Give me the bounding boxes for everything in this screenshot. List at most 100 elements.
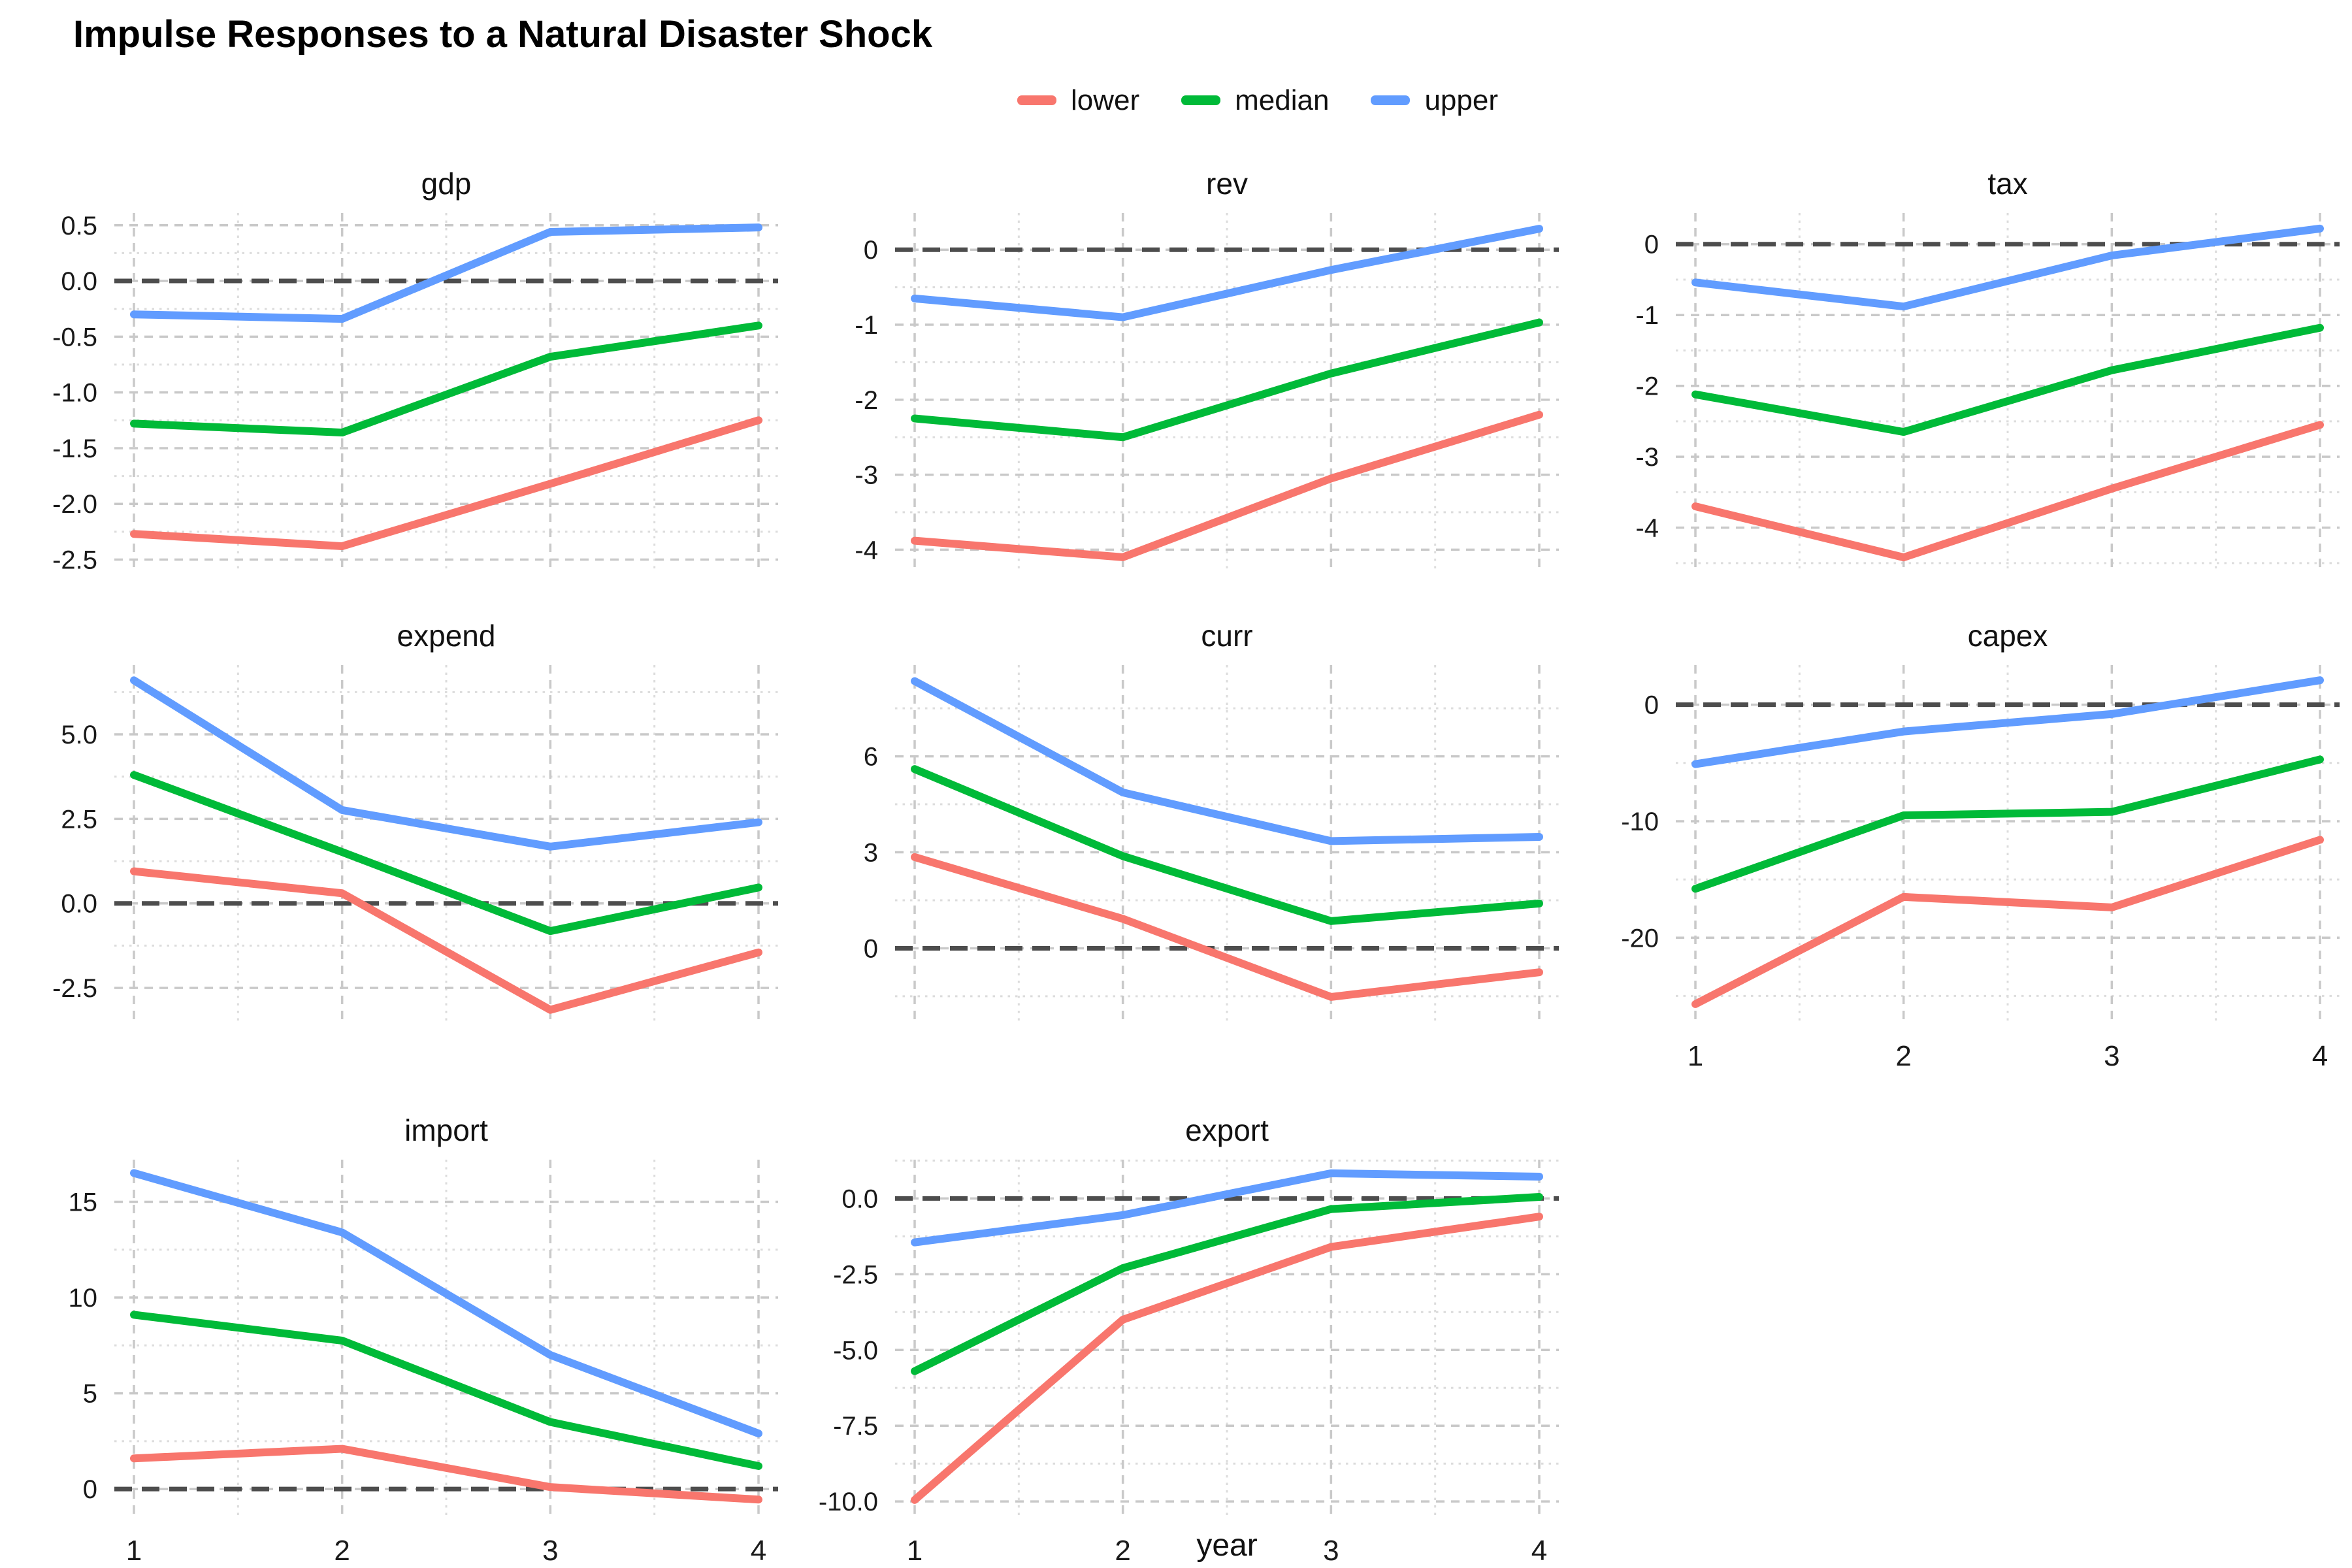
x-tick-label: 4 bbox=[1531, 1535, 1547, 1567]
facet-capex: capex 0 -10 -20 1 2 3 4 bbox=[1597, 615, 2349, 1077]
series-upper-line bbox=[130, 223, 762, 323]
facet-plot-tax: 0 -1 -2 -3 -4 bbox=[1635, 212, 2340, 573]
facet-title-expend: expend bbox=[397, 618, 496, 653]
facet-plot-rev: 0 -1 -2 -3 -4 bbox=[855, 212, 1559, 573]
legend-label-median: median bbox=[1235, 84, 1330, 116]
y-tick-label: -10.0 bbox=[819, 1488, 878, 1516]
x-tick-label: 1 bbox=[1688, 1040, 1703, 1072]
y-tick-label: 0.0 bbox=[61, 889, 97, 918]
y-tick-label: -7.5 bbox=[833, 1412, 878, 1441]
y-tick-label: 3 bbox=[864, 838, 878, 867]
y-tick-label: -2.5 bbox=[833, 1260, 878, 1289]
facet-grid: gdp 0.5 0.0 -0.5 -1.0 -1.5 -2.0 -2.5 rev 0 -1 -2 -3 -… bbox=[0, 163, 2352, 1568]
y-tick-label: -4 bbox=[1635, 514, 1659, 542]
y-tick-label: 5 bbox=[83, 1379, 97, 1408]
facet-plot-export: 0.0 -2.5 -5.0 -7.5 -10.0 1 2 3 4 bbox=[819, 1159, 1559, 1567]
y-tick-label: 2.5 bbox=[61, 805, 97, 834]
x-tick-label: 4 bbox=[2312, 1040, 2328, 1072]
y-tick-label: -1.5 bbox=[52, 434, 97, 463]
legend-item-median: median bbox=[1181, 84, 1329, 117]
x-tick-label: 1 bbox=[907, 1535, 923, 1567]
y-tick-label: -2 bbox=[1635, 372, 1659, 400]
y-tick-label: 0 bbox=[1644, 230, 1659, 259]
y-tick-label: -1.0 bbox=[52, 378, 97, 407]
y-tick-label: -2 bbox=[855, 385, 878, 414]
x-tick-label: 3 bbox=[542, 1535, 558, 1567]
y-tick-label: 0.0 bbox=[841, 1184, 878, 1213]
y-tick-label: 0.0 bbox=[61, 267, 97, 296]
facet-plot-expend: 5.0 2.5 0.0 -2.5 bbox=[52, 664, 778, 1025]
series-median-line bbox=[911, 764, 1543, 925]
facet-plot-capex: 0 -10 -20 1 2 3 4 bbox=[1621, 664, 2340, 1072]
facet-export: export 0.0 -2.5 -5.0 -7.5 -10.0 1 2 3 4 bbox=[817, 1110, 1568, 1568]
series-lower-line bbox=[130, 1445, 762, 1503]
facet-rev: rev 0 -1 -2 -3 -4 bbox=[817, 163, 1568, 583]
facet-plot-import: 15 10 5 0 1 2 3 4 bbox=[69, 1159, 778, 1567]
y-tick-label: 0 bbox=[83, 1475, 97, 1504]
x-tick-label: 2 bbox=[334, 1535, 350, 1567]
y-tick-label: -2.5 bbox=[52, 546, 97, 574]
legend-label-upper: upper bbox=[1424, 84, 1498, 116]
series-lower-line bbox=[130, 867, 762, 1014]
facet-title-tax: tax bbox=[1987, 166, 2028, 201]
facet-expend: expend 5.0 2.5 0.0 -2.5 bbox=[36, 615, 787, 1077]
facet-curr: curr 6 3 0 bbox=[817, 615, 1568, 1077]
y-tick-label: -3 bbox=[855, 461, 878, 489]
series-upper-line bbox=[911, 1169, 1543, 1247]
series-upper-line bbox=[130, 676, 762, 851]
series-lower-line bbox=[1691, 420, 2324, 561]
y-tick-label: -1 bbox=[1635, 301, 1659, 330]
y-tick-label: -3 bbox=[1635, 443, 1659, 472]
legend-label-lower: lower bbox=[1070, 84, 1140, 116]
y-tick-label: -10 bbox=[1621, 808, 1659, 836]
legend-item-lower: lower bbox=[1017, 84, 1139, 117]
facet-import: import 15 10 5 0 1 2 3 4 bbox=[36, 1110, 787, 1568]
x-tick-label: 3 bbox=[2104, 1040, 2119, 1072]
series-median-line bbox=[1691, 755, 2324, 892]
median-line-swatch bbox=[1181, 95, 1221, 106]
facet-title-export: export bbox=[1185, 1113, 1269, 1147]
series-median-line bbox=[911, 318, 1543, 441]
x-axis-title: year bbox=[1196, 1528, 1258, 1563]
series-lower-line bbox=[130, 416, 762, 550]
y-tick-label: -4 bbox=[855, 536, 878, 564]
y-tick-label: 0 bbox=[1644, 691, 1659, 719]
facet-plot-gdp: 0.5 0.0 -0.5 -1.0 -1.5 -2.0 -2.5 bbox=[52, 211, 778, 574]
series-upper-line bbox=[911, 224, 1543, 321]
y-tick-label: -2.5 bbox=[52, 974, 97, 1003]
lower-line-swatch bbox=[1017, 95, 1056, 106]
x-tick-label: 2 bbox=[1115, 1535, 1130, 1567]
series-lower-line bbox=[911, 410, 1543, 561]
y-tick-label: -1 bbox=[855, 311, 878, 340]
series-upper-line bbox=[911, 677, 1543, 845]
facet-tax: tax 0 -1 -2 -3 -4 bbox=[1597, 163, 2349, 583]
series-median-line bbox=[911, 1192, 1543, 1375]
series-upper-line bbox=[1691, 676, 2324, 768]
series-median-line bbox=[1691, 323, 2324, 436]
series-lower-line bbox=[911, 853, 1543, 1001]
y-tick-label: -2.0 bbox=[52, 490, 97, 519]
chart-title: Impulse Responses to a Natural Disaster … bbox=[73, 13, 933, 56]
series-median-line bbox=[130, 1310, 762, 1470]
facet-plot-curr: 6 3 0 bbox=[864, 664, 1559, 1025]
series-upper-line bbox=[130, 1169, 762, 1437]
series-upper-line bbox=[1691, 224, 2324, 310]
legend-item-upper: upper bbox=[1371, 84, 1498, 117]
facet-title-import: import bbox=[404, 1113, 488, 1147]
facet-title-rev: rev bbox=[1206, 166, 1248, 201]
x-tick-label: 3 bbox=[1323, 1535, 1339, 1567]
facet-title-capex: capex bbox=[1967, 618, 2048, 653]
facet-title-curr: curr bbox=[1201, 618, 1253, 653]
legend: lower median upper bbox=[82, 84, 2352, 118]
facet-gdp: gdp 0.5 0.0 -0.5 -1.0 -1.5 -2.0 -2.5 bbox=[36, 163, 787, 583]
y-tick-label: 0 bbox=[864, 236, 878, 265]
x-tick-label: 4 bbox=[751, 1535, 766, 1567]
upper-line-swatch bbox=[1371, 95, 1411, 106]
facet-title-gdp: gdp bbox=[421, 166, 472, 201]
y-tick-label: -0.5 bbox=[52, 323, 97, 351]
series-lower-line bbox=[911, 1212, 1543, 1504]
x-tick-label: 2 bbox=[1895, 1040, 1911, 1072]
y-tick-label: 6 bbox=[864, 742, 878, 771]
y-tick-label: 10 bbox=[69, 1284, 98, 1313]
y-tick-label: -5.0 bbox=[833, 1336, 878, 1365]
